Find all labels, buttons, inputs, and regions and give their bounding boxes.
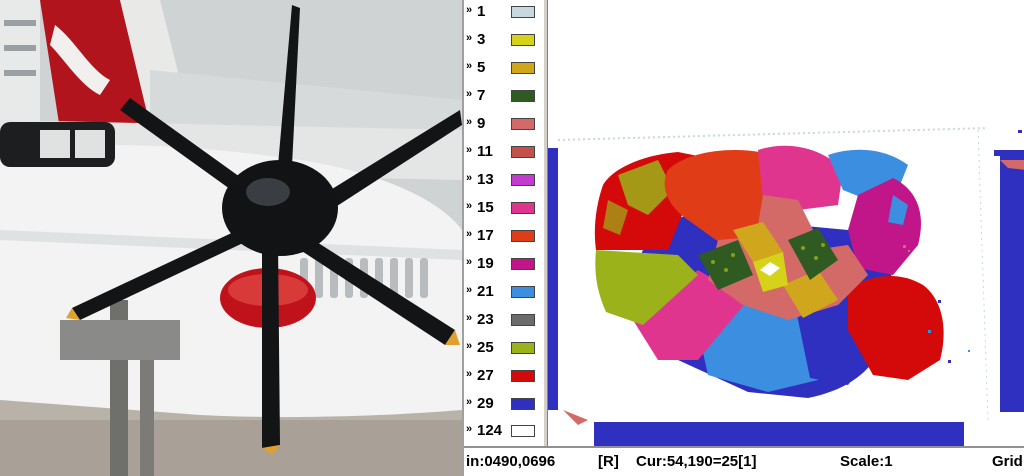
grid-toggle[interactable]: Grid [992,453,1023,470]
position-readout: in:0490,0696 [466,453,556,470]
legend-swatch [511,425,535,437]
legend-label: 1 [477,3,486,20]
spinner [222,160,338,256]
legend-label: 3 [477,31,486,48]
class-legend[interactable]: » 1 » 3 » 5 » 7 » 9 » 11 » 13 » 15 » 17 » 19 » 21 »… [464,0,544,446]
legend-item[interactable]: » 21 [464,283,544,305]
legend-marker: » [466,256,473,268]
legend-item[interactable]: » 23 [464,311,544,333]
propeller-illustration [0,0,462,476]
legend-item[interactable]: » 25 [464,339,544,361]
legend-label: 29 [477,395,494,412]
legend-marker: » [466,423,473,435]
legend-marker: » [466,116,473,128]
legend-marker: » [466,144,473,156]
legend-swatch [511,202,535,214]
legend-marker: » [466,340,473,352]
legend-swatch [511,342,535,354]
legend-label: 27 [477,367,494,384]
legend-swatch [511,118,535,130]
legend-label: 5 [477,59,486,76]
legend-label: 15 [477,199,494,216]
legend-item[interactable]: » 1 [464,3,544,25]
legend-label: 25 [477,339,494,356]
legend-marker: » [466,396,473,408]
legend-swatch [511,174,535,186]
cursor-readout: Cur:54,190=25[1] [636,453,757,470]
legend-marker: » [466,172,473,184]
tail-fin [40,0,150,130]
legend-item[interactable]: » 7 [464,87,544,109]
legend-label: 19 [477,255,494,272]
segmented-object [594,145,944,398]
mode-indicator: [R] [598,453,619,470]
legend-marker: » [466,368,473,380]
legend-swatch [511,230,535,242]
legend-marker: » [466,200,473,212]
legend-item[interactable]: » 15 [464,199,544,221]
legend-item[interactable]: » 3 [464,31,544,53]
legend-swatch [511,146,535,158]
legend-item[interactable]: » 9 [464,115,544,137]
legend-swatch [511,398,535,410]
legend-marker: » [466,88,473,100]
legend-label: 9 [477,115,486,132]
legend-label: 21 [477,283,494,300]
legend-marker: » [466,228,473,240]
legend-swatch [511,6,535,18]
legend-marker: » [466,4,473,16]
legend-marker: » [466,32,473,44]
legend-swatch [511,286,535,298]
legend-marker: » [466,60,473,72]
legend-item[interactable]: » 124 [464,422,544,444]
legend-swatch [511,62,535,74]
legend-item[interactable]: » 11 [464,143,544,165]
legend-marker: » [466,284,473,296]
legend-item[interactable]: » 27 [464,367,544,389]
legend-item[interactable]: » 5 [464,59,544,81]
legend-item[interactable]: » 17 [464,227,544,249]
aircraft-photo [0,0,462,476]
legend-marker: » [466,312,473,324]
scale-readout: Scale:1 [840,453,893,470]
legend-swatch [511,314,535,326]
status-bar: in:0490,0696 [R] Cur:54,190=25[1] Scale:… [464,446,1024,476]
legend-item[interactable]: » 19 [464,255,544,277]
legend-label: 17 [477,227,494,244]
legend-swatch [511,34,535,46]
legend-swatch [511,370,535,382]
legend-swatch [511,90,535,102]
legend-swatch [511,258,535,270]
legend-item[interactable]: » 29 [464,395,544,417]
legend-label: 11 [477,143,493,160]
legend-label: 23 [477,311,494,328]
segmentation-map [546,0,1024,446]
legend-item[interactable]: » 13 [464,171,544,193]
legend-label: 124 [477,422,503,439]
legend-label: 13 [477,171,494,188]
segmentation-canvas[interactable] [546,0,1024,446]
legend-label: 7 [477,87,486,104]
segmentation-viewer: » 1 » 3 » 5 » 7 » 9 » 11 » 13 » 15 » 17 » 19 » 21 »… [462,0,1024,476]
